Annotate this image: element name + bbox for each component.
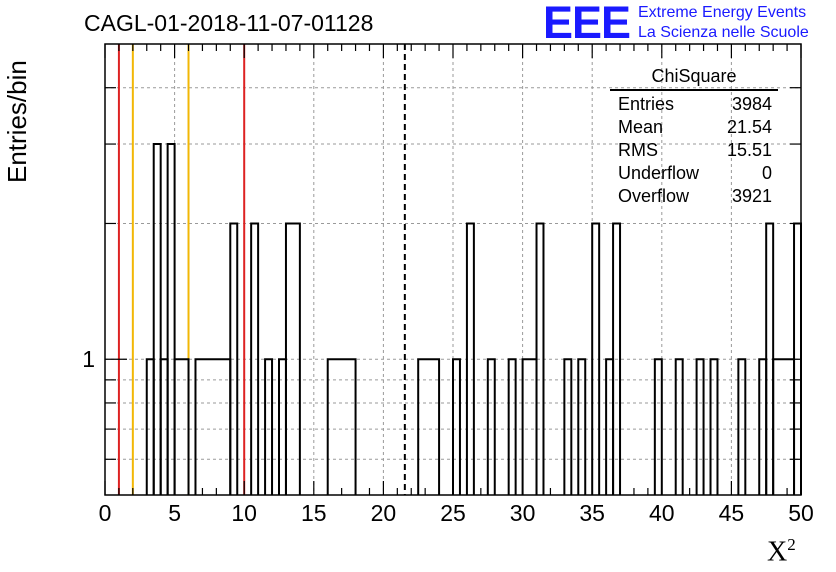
- eee-logo: EEE Extreme Energy Events La Scienza nel…: [543, 0, 833, 46]
- x-tick-label: 50: [788, 500, 814, 526]
- histogram-bar: [709, 358, 719, 495]
- stats-row-rms: RMS 15.51: [610, 139, 778, 162]
- histogram-bar: [563, 358, 573, 495]
- histogram-bar: [737, 358, 747, 495]
- x-tick-label: 25: [440, 500, 466, 526]
- logo-mark: EEE: [543, 0, 631, 48]
- x-axis-label: X2: [767, 535, 796, 568]
- histogram-bar: [284, 222, 301, 495]
- stats-row-overflow: Overflow 3921: [610, 185, 778, 208]
- x-tick-label: 5: [168, 500, 181, 526]
- x-axis-label-base: X: [767, 536, 788, 568]
- stats-label: RMS: [618, 140, 658, 160]
- histogram-bar: [695, 358, 705, 495]
- stats-row-entries: Entries 3984: [610, 93, 778, 116]
- x-tick-label: 35: [579, 500, 605, 526]
- histogram-bar: [507, 358, 517, 495]
- histogram-bar: [612, 222, 622, 495]
- stats-label: Overflow: [618, 186, 690, 206]
- x-tick-label: 30: [510, 500, 536, 526]
- stats-box: ChiSquare Entries 3984 Mean 21.54 RMS 15…: [610, 66, 778, 208]
- stats-row-underflow: Underflow 0: [610, 162, 778, 185]
- stats-value: 3984: [731, 94, 772, 114]
- histogram-bar: [465, 222, 475, 495]
- logo-line-1: Extreme Energy Events: [638, 4, 807, 21]
- histogram-bar: [452, 358, 461, 495]
- x-tick-label: 15: [301, 500, 327, 526]
- logo-line-2: La Scienza nelle Scuole: [638, 24, 809, 41]
- y-tick-label: 1: [82, 346, 95, 372]
- histogram-bar: [250, 222, 260, 495]
- histogram-bar: [417, 358, 441, 495]
- histogram-bar: [152, 143, 162, 495]
- x-tick-label: 40: [649, 500, 675, 526]
- histogram-bar: [591, 222, 601, 495]
- histogram-bar: [674, 358, 684, 495]
- stats-value: 15.51: [726, 140, 772, 160]
- histogram-bar: [173, 358, 190, 495]
- histogram-bar: [521, 358, 538, 495]
- histogram-bar: [486, 358, 496, 495]
- stats-label: Mean: [618, 117, 664, 137]
- x-axis-label-sup: 2: [787, 535, 796, 554]
- chart-title: CAGL-01-2018-11-07-01128: [84, 10, 374, 36]
- histogram-bar: [535, 222, 545, 495]
- stats-value: 3921: [731, 186, 772, 206]
- x-tick-label: 20: [371, 500, 397, 526]
- stats-label: Entries: [618, 94, 675, 114]
- histogram-bar: [166, 143, 176, 495]
- stats-title: ChiSquare: [610, 66, 778, 91]
- stats-label: Underflow: [618, 163, 700, 183]
- x-tick-label: 0: [99, 500, 112, 526]
- stats-row-mean: Mean 21.54: [610, 116, 778, 139]
- histogram-bar: [229, 222, 239, 495]
- stats-value: 0: [761, 163, 772, 183]
- histogram-bar: [653, 358, 663, 495]
- x-tick-label: 10: [231, 500, 257, 526]
- histogram-bar: [326, 358, 357, 495]
- stats-value: 21.54: [726, 117, 772, 137]
- histogram-bar: [264, 358, 274, 495]
- histogram-bar: [577, 358, 587, 495]
- x-tick-label: 45: [719, 500, 745, 526]
